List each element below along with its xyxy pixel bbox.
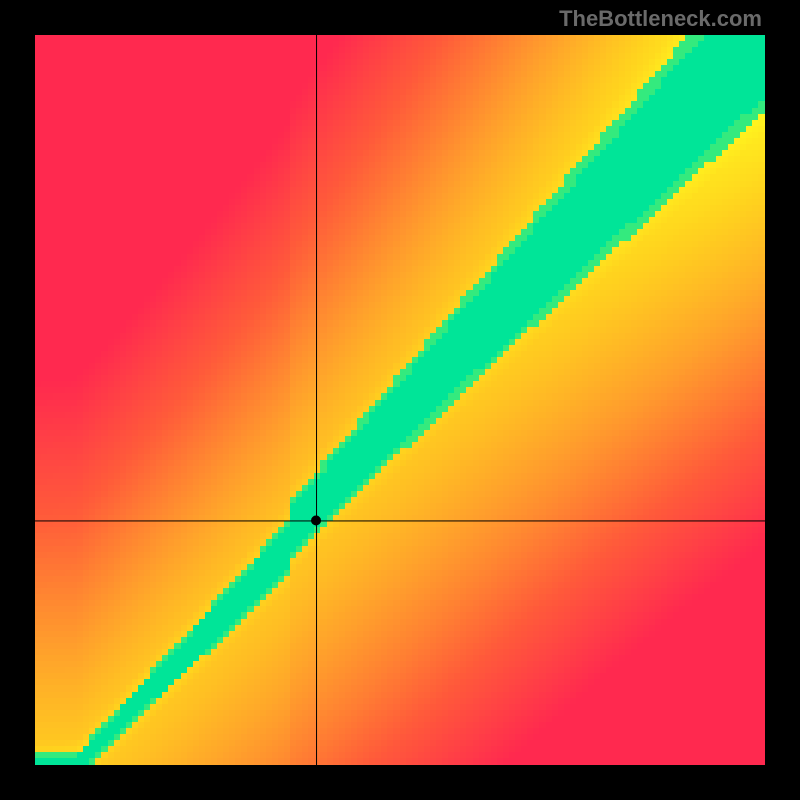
chart-container: TheBottleneck.com (0, 0, 800, 800)
watermark-text: TheBottleneck.com (559, 6, 762, 32)
heatmap-canvas (35, 35, 765, 765)
